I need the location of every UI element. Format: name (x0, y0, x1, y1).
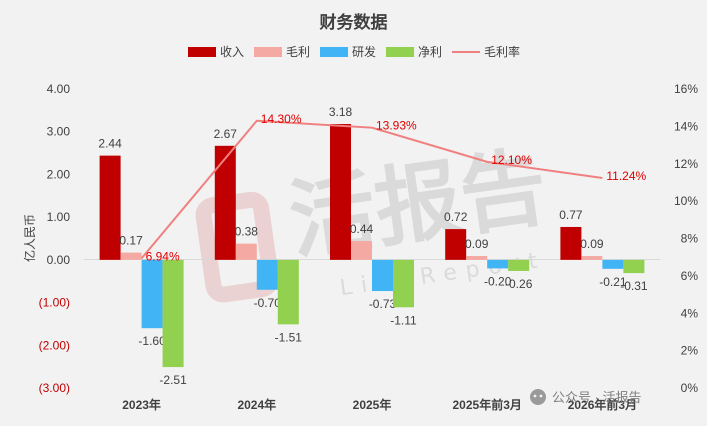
y2-tick-label: 16% (674, 82, 698, 96)
bar-value-label: 2.67 (214, 127, 238, 141)
legend-label: 研发 (352, 44, 376, 59)
chart-title: 财务数据 (319, 12, 388, 32)
legend-swatch (188, 47, 216, 57)
x-category-label: 2026年前3月 (568, 397, 637, 412)
wechat-icon (530, 389, 546, 405)
legend-label: 收入 (220, 45, 244, 59)
legend-label: 毛利率 (484, 44, 520, 59)
bar-value-label: 3.18 (329, 105, 353, 119)
bar-value-label: -0.26 (505, 277, 533, 291)
bar-净利-1 (277, 259, 299, 325)
bar-value-label: -0.73 (369, 297, 397, 311)
bar-净利-0 (162, 259, 184, 368)
bar-毛利-4 (581, 256, 603, 260)
legend-swatch (386, 47, 414, 57)
y-tick-label: (2.00) (39, 338, 70, 352)
bar-value-label: 0.17 (119, 234, 143, 248)
bar-value-label: 0.44 (350, 222, 374, 236)
bar-value-label: -0.31 (620, 279, 648, 293)
legend-swatch (254, 47, 282, 57)
bar-value-label: 0.38 (235, 225, 259, 239)
y2-tick-label: 14% (674, 119, 698, 133)
bar-研发-3 (487, 259, 509, 269)
line-value-label: 14.30% (261, 112, 302, 126)
bar-研发-0 (141, 259, 163, 329)
x-category-label: 2025年 (353, 397, 392, 412)
line-value-label: 11.24% (606, 169, 646, 183)
legend-label: 毛利 (286, 45, 310, 59)
y-tick-label: 0.00 (47, 253, 71, 267)
y2-tick-label: 6% (681, 269, 699, 283)
x-category-label: 2025年前3月 (453, 397, 522, 412)
bar-value-label: -1.11 (390, 313, 417, 327)
wechat-badge: 公众号 · 活报告 (530, 389, 642, 405)
bar-value-label: -1.60 (138, 334, 166, 348)
wechat-icon-eye-right (539, 394, 543, 398)
wechat-text: 公众号 · 活报告 (552, 390, 642, 405)
x-category-label: 2024年 (237, 397, 276, 412)
y-tick-label: 3.00 (47, 125, 71, 139)
bar-value-label: 0.77 (559, 208, 583, 222)
bar-value-label: 0.09 (580, 237, 604, 251)
bar-毛利-3 (466, 256, 488, 260)
bar-收入-2 (330, 124, 351, 260)
bars: 2.44 2.67 3.18 0.72 0.77 0.17 0.38 0.44 0.09 0.09… (98, 105, 647, 387)
y-axis-label: 亿人民币 (22, 214, 37, 262)
y-tick-label: 4.00 (47, 82, 71, 96)
bar-净利-3 (508, 259, 530, 271)
y-axis-right: 16% 14% 12% 10% 8% 6% 4% 2% 0% (674, 82, 698, 395)
y2-tick-label: 10% (674, 194, 698, 208)
x-category-label: 2023年 (122, 397, 161, 412)
y-tick-label: (3.00) (39, 381, 70, 395)
y2-tick-label: 2% (681, 344, 699, 358)
bar-研发-2 (372, 259, 393, 292)
margin-line: 6.94% 14.30% 13.93% 12.10% 11.24% (140, 112, 647, 263)
bar-收入-1 (214, 145, 236, 260)
bar-value-label: -0.20 (484, 274, 512, 288)
y2-tick-label: 0% (681, 381, 699, 395)
line-value-label: 6.94% (146, 249, 180, 263)
bar-value-label: 0.09 (465, 237, 489, 251)
bar-研发-4 (602, 259, 624, 269)
bar-value-label: -2.51 (159, 373, 187, 387)
line-value-label: 12.10% (491, 153, 532, 167)
legend: 收入 毛利 研发 净利 毛利率 (188, 44, 520, 59)
y2-tick-label: 4% (681, 306, 699, 320)
bar-value-label: -1.51 (275, 330, 303, 344)
line-value-label: 13.93% (376, 119, 417, 133)
y2-tick-label: 8% (681, 232, 699, 246)
x-axis: 2023年 2024年 2025年 2025年前3月 2026年前3月 (122, 397, 637, 412)
y-tick-label: 1.00 (47, 210, 71, 224)
bar-value-label: -0.21 (599, 275, 627, 289)
bar-value-label: 2.44 (98, 137, 122, 151)
bar-value-label: 0.72 (444, 210, 468, 224)
wechat-icon-eye-left (533, 394, 537, 398)
bar-毛利-2 (351, 241, 372, 260)
bar-value-label: -0.70 (254, 296, 282, 310)
bar-研发-1 (256, 259, 278, 290)
bar-净利-2 (393, 259, 414, 308)
y-tick-label: 2.00 (47, 167, 71, 181)
bar-净利-4 (623, 259, 645, 274)
bar-收入-3 (445, 229, 467, 260)
bar-收入-4 (560, 226, 582, 260)
bar-收入-0 (99, 155, 121, 260)
y-axis-left: 4.00 3.00 2.00 1.00 0.00 (1.00) (2.00) (3.00) (39, 82, 71, 395)
y-tick-label: (1.00) (39, 296, 70, 310)
bar-毛利-0 (120, 252, 142, 260)
line-毛利率 (140, 119, 603, 259)
y2-tick-label: 12% (674, 157, 698, 171)
legend-label: 净利 (418, 45, 442, 59)
bar-毛利-1 (235, 243, 257, 260)
legend-swatch (320, 47, 348, 57)
